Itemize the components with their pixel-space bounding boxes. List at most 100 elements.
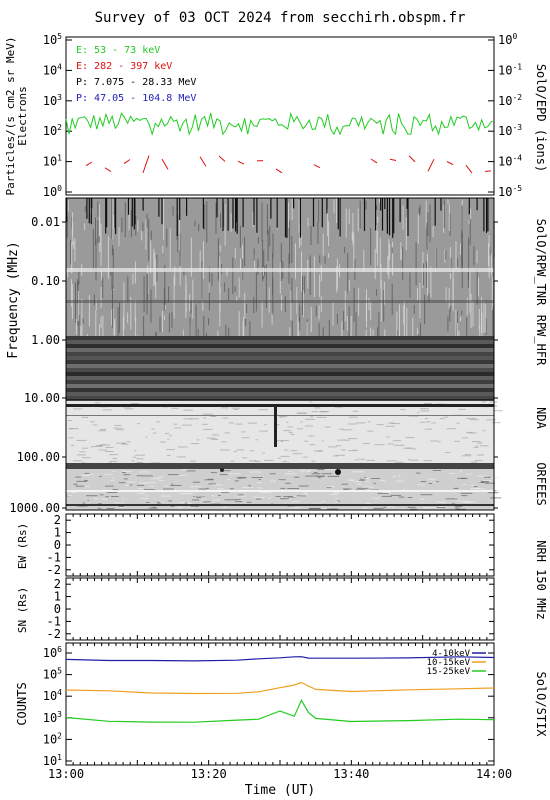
- instrument-label-tnr: SolO/RPW_TNR: [534, 219, 548, 306]
- time-axis: 13:00 13:20 13:40 14:00: [48, 643, 512, 781]
- spec-tick-label: 0.01: [31, 215, 60, 229]
- time-tick-label: 14:00: [476, 767, 512, 781]
- tick-label: 102: [43, 731, 62, 746]
- epd-right-label: SolO/EPD (ions): [534, 64, 548, 172]
- instrument-label-orfees: ORFEES: [534, 462, 548, 505]
- epd-electron-high-segment: [218, 155, 226, 162]
- epd-electron-high-segment: [389, 158, 397, 161]
- spec-tick-label: 1000.00: [9, 501, 60, 515]
- time-tick-label: 13:00: [48, 767, 84, 781]
- epd-legend-item: E: 53 - 73 keV: [76, 45, 160, 56]
- spec-tick-label: 0.10: [31, 274, 60, 288]
- epd-electron-high-segment: [427, 158, 435, 172]
- epd-electron-high-segment: [199, 156, 207, 167]
- epd-ylabel-electrons: Electrons: [16, 86, 29, 146]
- tick-label: 10-5: [498, 184, 522, 199]
- nrh-tick-label: -1: [47, 614, 61, 628]
- epd-electron-high-segment: [408, 155, 416, 163]
- tick-label: 103: [43, 93, 62, 108]
- epd-electron-high-segment: [446, 161, 454, 166]
- nrh-tick-label: -1: [47, 550, 61, 564]
- tick-label: 105: [43, 32, 62, 47]
- epd-electron-high-segment: [313, 164, 321, 169]
- epd-legend-item: P: 47.05 - 104.8 MeV: [76, 93, 196, 104]
- nda-spectrogram: [66, 401, 503, 464]
- epd-electron-high-segment: [104, 167, 112, 172]
- tick-label: 10-1: [498, 62, 522, 77]
- epd-electron-high-segment: [123, 159, 131, 165]
- epd-electron-high-segment: [465, 164, 473, 174]
- nrh-right-label: NRH 150 MHz: [534, 540, 548, 619]
- tick-label: 105: [43, 667, 62, 682]
- stix-panel: 101 102 103 104 105 106 4-10keV10-15keV15-25k…: [15, 642, 548, 768]
- nrh-tick-label: 2: [54, 577, 61, 591]
- epd-legend-item: P: 7.075 - 28.33 MeV: [76, 77, 196, 88]
- time-tick-label: 13:40: [333, 767, 369, 781]
- tick-label: 106: [43, 645, 62, 660]
- tick-label: 101: [43, 753, 62, 768]
- spectrogram-panel: 0.01 0.10 1.00 10.00 100.00 1000.00 Frequency…: [6, 197, 548, 515]
- tick-label: 10-2: [498, 93, 522, 108]
- epd-y-ticks: 100 10-5 101 10-4 102 10-3 103 10-2 104 10-1 105 10…: [43, 32, 523, 199]
- ew-y-ticks: 210-1-2: [47, 513, 495, 577]
- spec-tick-label: 1.00: [31, 333, 60, 347]
- stix-series-line: [65, 656, 495, 662]
- stix-ylabel: COUNTS: [15, 682, 29, 725]
- tick-label: 100: [43, 184, 62, 199]
- nrh-tick-label: -2: [47, 563, 61, 577]
- stix-y-ticks: 101 102 103 104 105 106: [43, 645, 494, 768]
- nrh-tick-label: 1: [54, 526, 61, 540]
- instrument-label-nda: NDA: [534, 407, 548, 429]
- instrument-label-hfr: RPW_HFR: [534, 315, 548, 366]
- rpw-tnr-spectrogram: [66, 198, 495, 336]
- tick-label: 104: [43, 62, 62, 77]
- spectrogram-y-ticks: 0.01 0.10 1.00 10.00 100.00 1000.00: [9, 215, 498, 515]
- stix-legend-label: 4-10keV: [432, 649, 471, 659]
- tick-label: 102: [43, 123, 62, 138]
- time-tick-label: 13:20: [191, 767, 227, 781]
- nrh-tick-label: 0: [54, 538, 61, 552]
- sn-y-ticks: 210-1-2: [47, 577, 495, 641]
- tick-label: 103: [43, 710, 62, 725]
- nrh-tick-label: -2: [47, 627, 61, 641]
- epd-electron-high-segment: [484, 170, 492, 172]
- epd-legend-item: E: 282 - 397 keV: [76, 61, 172, 72]
- epd-electron-high-segment: [161, 158, 169, 170]
- stix-series: [65, 656, 495, 723]
- ew-ylabel: EW (Rs): [16, 523, 29, 569]
- stix-series-line: [65, 698, 495, 723]
- epd-electron-high-series: [85, 155, 492, 174]
- epd-electron-low-series: [65, 111, 495, 136]
- spec-tick-label: 10.00: [24, 391, 60, 405]
- figure-title: Survey of 03 OCT 2024 from secchirh.obsp…: [95, 10, 466, 26]
- tick-label: 10-3: [498, 123, 522, 138]
- epd-electron-high-segment: [370, 158, 378, 164]
- nrh-sn-panel: 210-1-2 SN (Rs): [16, 577, 495, 641]
- stix-right-label: SolO/STIX: [534, 671, 548, 737]
- nrh-tick-label: 1: [54, 590, 61, 604]
- sn-ylabel: SN (Rs): [16, 587, 29, 633]
- epd-electron-high-segment: [275, 168, 283, 174]
- nrh-tick-label: 2: [54, 513, 61, 527]
- nrh-ew-panel: 210-1-2 EW (Rs): [16, 513, 495, 577]
- epd-legend: E: 53 - 73 keV E: 282 - 397 keV P: 7.075 -…: [76, 45, 196, 104]
- orfees-spectrogram: [66, 463, 502, 510]
- spectrogram-ylabel: Frequency (MHz): [6, 241, 21, 358]
- stix-series-line: [65, 681, 495, 695]
- epd-electron-high-segment: [142, 155, 150, 174]
- epd-electron-high-segment: [85, 161, 93, 167]
- stix-legend-label: 10-15keV: [427, 658, 471, 668]
- tick-label: 101: [43, 154, 62, 169]
- epd-ylabel: Particles/(s cm2 sr MeV): [4, 37, 17, 196]
- tick-label: 100: [498, 32, 517, 47]
- epd-electron-high-segment: [237, 160, 245, 165]
- stix-legend-label: 15-25keV: [427, 667, 471, 677]
- nrh-tick-label: 0: [54, 602, 61, 616]
- epd-panel: 100 10-5 101 10-4 102 10-3 103 10-2 104 10-1 105 10…: [4, 32, 548, 199]
- tick-label: 10-4: [498, 154, 522, 169]
- tick-label: 104: [43, 688, 62, 703]
- spec-tick-label: 100.00: [17, 450, 60, 464]
- rpw-hfr-spectrogram: [66, 336, 494, 400]
